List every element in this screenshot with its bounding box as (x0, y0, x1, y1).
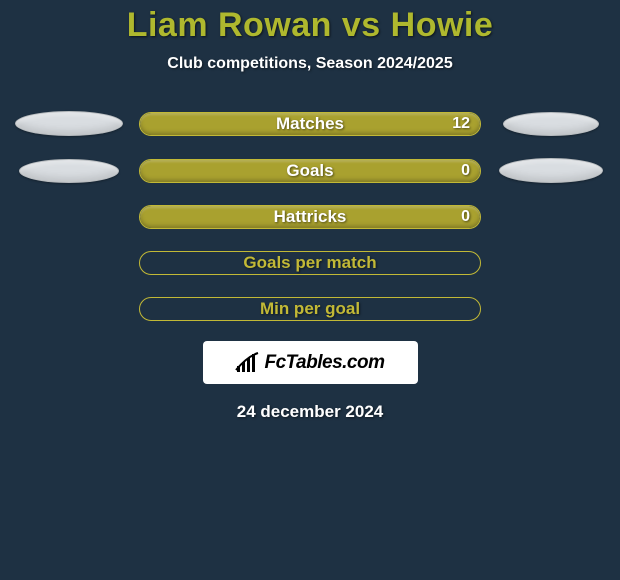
brand-badge: FcTables.com (203, 341, 418, 384)
stat-label: Matches (276, 114, 344, 134)
stat-label: Hattricks (274, 207, 347, 227)
stat-bar: Goals per match (139, 251, 481, 275)
stat-row: Goals 0 (0, 158, 620, 183)
stat-bar: Goals 0 (139, 159, 481, 183)
stat-bar: Min per goal (139, 297, 481, 321)
avatar-ellipse-right (499, 158, 603, 183)
stat-row: Hattricks 0 (0, 205, 620, 229)
chart-bars-icon (235, 352, 261, 374)
stat-label: Goals per match (243, 253, 376, 273)
right-avatar-slot (491, 112, 611, 136)
stat-row: Goals per match (0, 251, 620, 275)
stat-row: Min per goal (0, 297, 620, 321)
stat-bar: Matches 12 (139, 112, 481, 136)
stat-label: Goals (286, 161, 333, 181)
stat-value: 12 (452, 115, 470, 133)
avatar-ellipse-left (15, 111, 123, 136)
stat-value: 0 (461, 162, 470, 180)
stat-label: Min per goal (260, 299, 360, 319)
page-title: Liam Rowan vs Howie (127, 6, 494, 45)
date-label: 24 december 2024 (237, 402, 384, 422)
right-avatar-slot (491, 158, 611, 183)
avatar-ellipse-left (19, 159, 119, 183)
stat-bar: Hattricks 0 (139, 205, 481, 229)
comparison-card: Liam Rowan vs Howie Club competitions, S… (0, 0, 620, 580)
brand-text: FcTables.com (264, 352, 384, 374)
avatar-ellipse-right (503, 112, 599, 136)
stat-row: Matches 12 (0, 111, 620, 136)
page-subtitle: Club competitions, Season 2024/2025 (167, 55, 452, 73)
stats-list: Matches 12 Goals 0 Hattr (0, 111, 620, 321)
left-avatar-slot (9, 159, 129, 183)
stat-value: 0 (461, 208, 470, 226)
left-avatar-slot (9, 111, 129, 136)
